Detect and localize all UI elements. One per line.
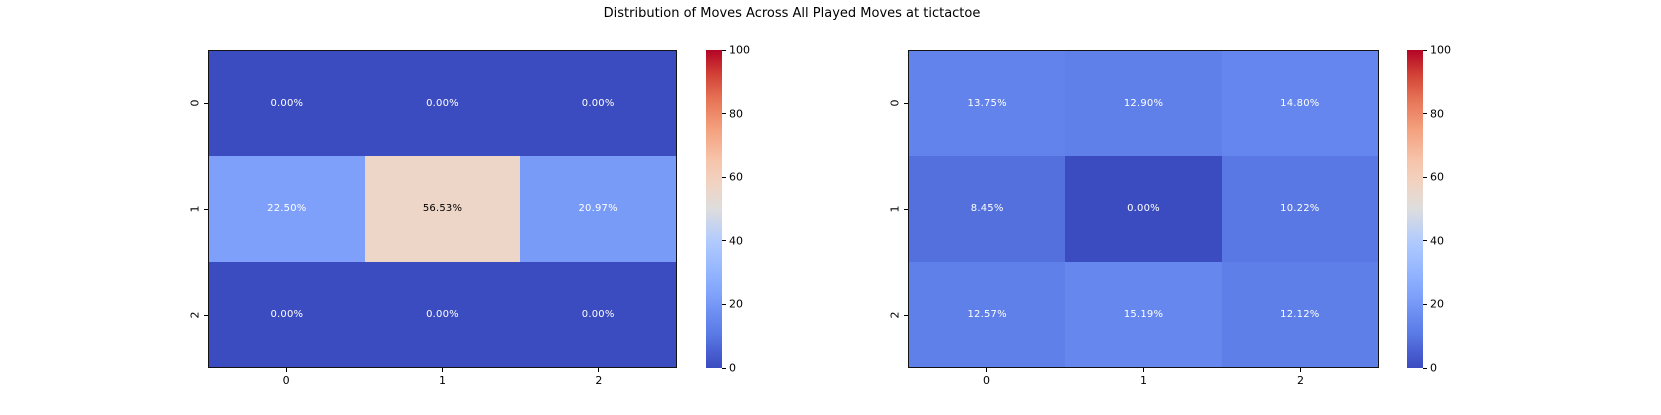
cell-value-label: 12.12% (1280, 308, 1320, 320)
cell-value-label: 56.53% (422, 203, 463, 215)
heatmap-cell-r1c0: 22.50% (209, 156, 365, 262)
colorbar-tick-label: 20 (1430, 297, 1444, 311)
x-tick-label: 0 (282, 374, 290, 387)
colorbar-tick-mark (1423, 367, 1427, 369)
heatmap-cell-r1c2: 10.22% (1221, 156, 1378, 262)
colorbar-tick-mark (722, 49, 726, 51)
colorbar-tick-label: 0 (1430, 361, 1437, 375)
colorbar-tick-label: 40 (729, 234, 743, 248)
colorbar-tick-label: 60 (729, 170, 743, 184)
cell-value-label: 12.90% (1123, 98, 1164, 110)
heatmap-right: 13.75% 12.90% 14.80% 8.45% 0.00% 10.22% 12.57%… (908, 50, 1379, 368)
colorbar-tick-label: 40 (1430, 234, 1444, 248)
colorbar-tick-label: 100 (1430, 43, 1451, 57)
heatmap-cell-r1c1: 0.00% (1065, 156, 1222, 262)
cell-value-label: 12.57% (967, 308, 1007, 320)
y-tick-mark (204, 102, 208, 104)
y-tick-label: 1 (888, 205, 902, 213)
colorbar-tick-mark (722, 240, 726, 242)
y-tick-label: 0 (188, 99, 202, 107)
cell-value-label: 0.00% (426, 308, 459, 320)
heatmap-cell-r0c1: 12.90% (1065, 51, 1222, 157)
heatmap-cell-r0c2: 0.00% (520, 51, 676, 157)
chart-title: Distribution of Moves Across All Played … (603, 6, 981, 21)
heatmap-left-cells: 0.00% 0.00% 0.00% 22.50% 56.53% 20.97% 0.00% 0.… (209, 51, 676, 367)
colorbar-tick-mark (1423, 49, 1427, 51)
heatmap-cell-r2c0: 0.00% (209, 261, 365, 367)
heatmap-cell-r2c1: 0.00% (364, 261, 521, 367)
colorbar-tick-label: 80 (1430, 107, 1444, 121)
cell-value-label: 14.80% (1280, 98, 1320, 110)
colorbar-tick-label: 60 (1430, 170, 1444, 184)
heatmap-cell-r0c0: 13.75% (909, 51, 1066, 157)
x-tick-mark (598, 368, 600, 372)
colorbar-right (1407, 50, 1423, 368)
cell-value-label: 15.19% (1123, 308, 1164, 320)
heatmap-left: 0.00% 0.00% 0.00% 22.50% 56.53% 20.97% 0.00% 0.… (208, 50, 677, 368)
x-tick-mark (442, 368, 443, 372)
y-tick-mark (904, 102, 908, 104)
y-tick-label: 1 (188, 205, 202, 213)
x-tick-label: 0 (983, 374, 990, 387)
colorbar-tick-mark (722, 303, 726, 305)
colorbar-tick-label: 0 (729, 361, 736, 375)
heatmap-cell-r0c2: 14.80% (1221, 51, 1378, 157)
y-tick-label: 0 (888, 99, 902, 107)
x-tick-label: 2 (595, 374, 603, 387)
y-tick-mark (904, 208, 908, 210)
heatmap-cell-r1c0: 8.45% (909, 156, 1066, 262)
y-tick-mark (204, 208, 208, 210)
y-tick-label: 2 (888, 311, 902, 319)
cell-value-label: 0.00% (426, 98, 459, 110)
cell-value-label: 10.22% (1280, 203, 1320, 215)
heatmap-cell-r0c1: 0.00% (364, 51, 521, 157)
colorbar-tick-mark (722, 176, 726, 178)
heatmap-right-cells: 13.75% 12.90% 14.80% 8.45% 0.00% 10.22% 12.57%… (909, 51, 1378, 367)
colorbar-tick-mark (1423, 113, 1427, 115)
cell-value-label: 0.00% (270, 98, 304, 110)
x-tick-mark (1300, 368, 1301, 372)
cell-value-label: 22.50% (267, 203, 307, 215)
colorbar-tick-mark (1423, 176, 1427, 178)
colorbar-left (706, 50, 722, 368)
cell-value-label: 0.00% (581, 98, 615, 110)
cell-value-label: 0.00% (1127, 203, 1160, 215)
x-tick-mark (986, 368, 987, 372)
colorbar-tick-label: 20 (729, 297, 743, 311)
cell-value-label: 20.97% (578, 203, 618, 215)
colorbar-tick-mark (722, 367, 726, 369)
cell-value-label: 8.45% (970, 203, 1004, 215)
heatmap-cell-r2c1: 15.19% (1065, 261, 1222, 367)
colorbar-tick-label: 100 (729, 43, 750, 57)
x-tick-label: 1 (1140, 374, 1147, 387)
cell-value-label: 0.00% (270, 308, 304, 320)
heatmap-cell-r2c2: 12.12% (1221, 261, 1378, 367)
heatmap-cell-r1c2: 20.97% (520, 156, 676, 262)
cell-value-label: 13.75% (967, 98, 1007, 110)
y-tick-mark (204, 314, 208, 316)
heatmap-cell-r2c2: 0.00% (520, 261, 676, 367)
x-tick-label: 1 (439, 374, 446, 387)
y-tick-mark (904, 314, 908, 316)
x-tick-mark (285, 368, 287, 372)
heatmap-cell-r1c1: 56.53% (364, 156, 521, 262)
colorbar-tick-mark (722, 113, 726, 115)
colorbar-tick-mark (1423, 240, 1427, 242)
colorbar-tick-mark (1423, 303, 1427, 305)
heatmap-cell-r0c0: 0.00% (209, 51, 365, 157)
heatmap-cell-r2c0: 12.57% (909, 261, 1066, 367)
x-tick-label: 2 (1297, 374, 1304, 387)
colorbar-tick-label: 80 (729, 107, 743, 121)
cell-value-label: 0.00% (581, 308, 615, 320)
x-tick-mark (1143, 368, 1144, 372)
y-tick-label: 2 (188, 311, 202, 319)
